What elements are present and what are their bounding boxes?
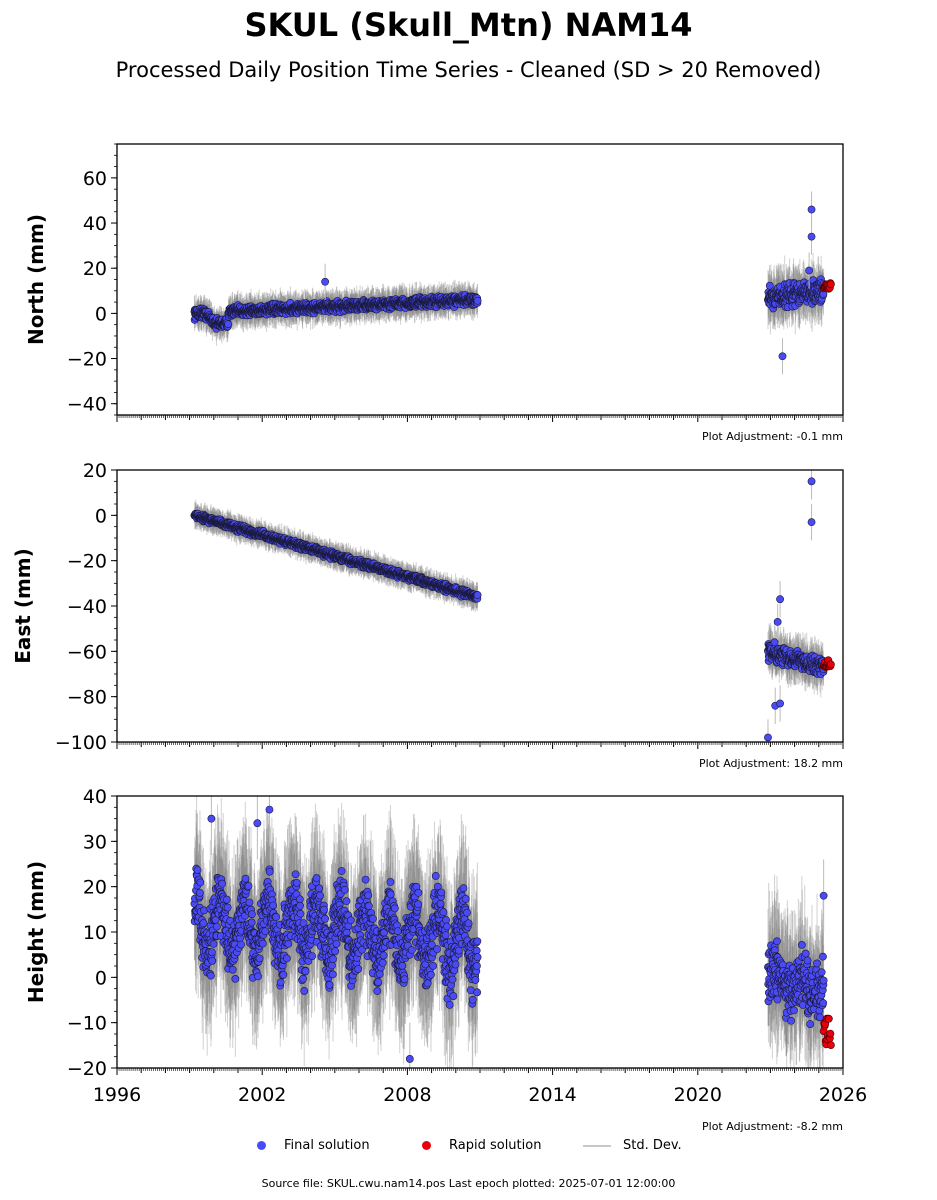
y-tick-label: 60: [83, 168, 107, 190]
y-tick-label: −20: [67, 349, 107, 371]
data-layer: [190, 191, 835, 375]
final-point: [473, 296, 482, 305]
y-axis-label: North (mm): [24, 214, 48, 345]
final-point: [321, 277, 330, 286]
y-tick-label: 0: [95, 303, 107, 325]
y-tick-label: −40: [67, 394, 107, 416]
rapid-point: [827, 280, 835, 289]
final-point: [807, 205, 816, 214]
axes-frame: [116, 143, 844, 416]
plot-adjustment: Plot Adjustment: -0.1 mm: [702, 430, 843, 443]
final-point: [765, 281, 774, 290]
panel-0: −40 −20 0 20 40 60 North (mm) Plot Adjustment: …: [24, 143, 844, 443]
final-point: [807, 232, 816, 241]
y-tick-label: 20: [83, 258, 107, 280]
final-point: [778, 352, 787, 361]
chart-title: SKUL (Skull_Mtn) NAM14: [244, 6, 693, 44]
final-point: [805, 266, 814, 275]
chart-subtitle: Processed Daily Position Time Series - C…: [115, 58, 822, 82]
data-layer: [190, 470, 835, 742]
y-tick-label: 40: [83, 213, 107, 235]
final-point: [224, 320, 232, 329]
